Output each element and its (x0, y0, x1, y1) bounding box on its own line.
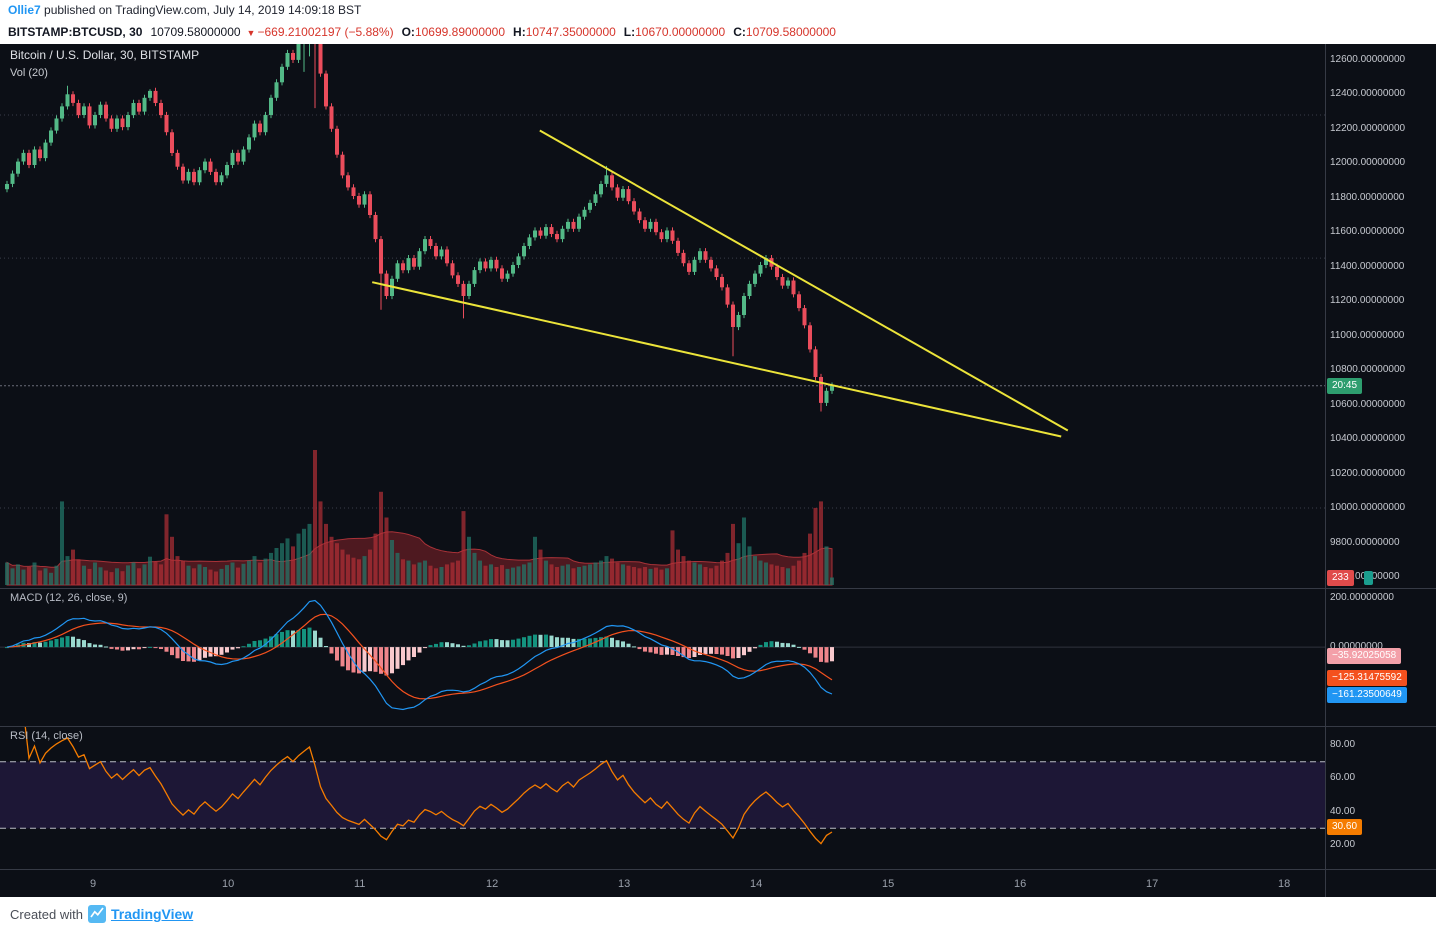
down-triangle-icon: ▼ (246, 28, 256, 38)
last-price: 10709.58000000 (150, 25, 241, 39)
symbol-name[interactable]: BITSTAMP:BTCUSD, 30 (8, 25, 143, 39)
tradingview-brand-link[interactable]: TradingView (110, 906, 194, 922)
time-tick: 14 (750, 878, 763, 890)
pane-separator[interactable] (0, 588, 1436, 589)
macd-tick: 200.00000000 (1330, 592, 1394, 603)
trendline (371, 281, 1062, 438)
macd-pane[interactable] (0, 588, 1325, 726)
macd-line (6, 599, 833, 711)
rsi-tick: 40.00 (1330, 805, 1356, 817)
price-tick: 10400.00000000 (1330, 433, 1406, 445)
price-change: −669.21002197 (−5.88%) (257, 25, 394, 39)
price-tick: 12200.00000000 (1330, 122, 1406, 134)
pane-separator[interactable] (0, 726, 1436, 727)
volume-ma-area (6, 531, 833, 586)
time-tick: 10 (222, 878, 235, 890)
time-tick: 13 (618, 878, 631, 890)
publish-bar: Ollie7 published on TradingView.com, Jul… (0, 0, 1436, 21)
time-tick: 17 (1146, 878, 1159, 890)
macd-tick: 0.00000000 (1330, 641, 1383, 653)
chart-legend-title[interactable]: Bitcoin / U.S. Dollar, 30, BITSTAMP (10, 48, 200, 62)
ohlc-label: C: (733, 25, 746, 39)
trendline (539, 129, 1069, 432)
time-tick: 12 (486, 878, 499, 890)
price-tick: 10000.00000000 (1330, 502, 1406, 513)
price-tick: 12400.00000000 (1330, 88, 1406, 100)
macd-histogram (5, 627, 834, 676)
price-tick: 11000.00000000 (1330, 329, 1405, 341)
price-tick: 11200.00000000 (1330, 295, 1405, 307)
price-tick: 10800.00000000 (1330, 364, 1406, 376)
tradingview-logo-icon (87, 905, 106, 923)
author-link[interactable]: Ollie7 (8, 3, 41, 17)
time-axis[interactable]: 9 10 11 12 13 14 15 16 17 18 (0, 869, 1436, 897)
ohlc-value: 10747.35000000 (525, 25, 616, 39)
rsi-pane[interactable] (0, 726, 1325, 869)
macd-line-badge: −161.23500649 (1327, 686, 1407, 703)
price-axis-border (1325, 44, 1326, 897)
time-tick: 18 (1278, 878, 1291, 890)
price-tick: 9800.00000000 (1330, 536, 1400, 548)
volume-indicator-label[interactable]: Vol (20) (10, 67, 48, 79)
price-tick: 10600.00000000 (1330, 398, 1406, 410)
footer: Created with TradingView (0, 897, 1436, 931)
rsi-indicator-label[interactable]: RSI (14, close) (10, 730, 83, 742)
publish-info: published on TradingView.com, July 14, 2… (40, 3, 362, 17)
time-tick: 11 (354, 878, 366, 890)
rsi-tick: 80.00 (1330, 739, 1356, 750)
volume-value-badge: 233 (1327, 569, 1354, 586)
ohlc-value: 10699.89000000 (414, 25, 506, 39)
rsi-tick: 20.00 (1330, 839, 1356, 850)
ohlc-value: 10670.00000000 (635, 25, 726, 39)
rsi-value-badge: 30.60 (1327, 819, 1363, 836)
rsi-band (0, 761, 1325, 829)
ohlc-label: H: (513, 25, 526, 39)
candles (5, 44, 834, 412)
macd-histogram-badge: −35.92025058 (1327, 647, 1402, 664)
price-pane[interactable] (0, 44, 1325, 588)
symbol-bar: BITSTAMP:BTCUSD, 30 10709.58000000 ▼ −669.2… (0, 21, 1436, 44)
macd-indicator-label[interactable]: MACD (12, 26, close, 9) (10, 592, 128, 604)
price-tick: 11600.00000000 (1330, 226, 1405, 238)
ohlc-label: L: (623, 25, 636, 39)
volume-ma-chip (1364, 570, 1373, 585)
price-tick: 12600.00000000 (1330, 53, 1406, 65)
macd-signal-badge: −125.31475592 (1327, 669, 1407, 686)
time-tick: 16 (1014, 878, 1027, 890)
price-tick: 11400.00000000 (1330, 260, 1405, 272)
bar-countdown-badge: 20:45 (1327, 377, 1363, 394)
price-tick: 12000.00000000 (1330, 157, 1406, 169)
created-with-text: Created with (10, 906, 83, 922)
ohlc-values: O:10699.89000000 H:10747.35000000 L:10670.… (394, 25, 836, 39)
price-tick: 11800.00000000 (1330, 191, 1405, 203)
rsi-line (24, 726, 833, 845)
ohlc-value: 10709.58000000 (745, 25, 836, 39)
time-tick: 15 (882, 878, 895, 890)
price-tick: 10200.00000000 (1330, 467, 1406, 479)
volume-bars (5, 450, 834, 586)
rsi-tick: 60.00 (1330, 772, 1356, 784)
time-tick: 9 (90, 878, 97, 890)
ohlc-label: O: (401, 25, 415, 39)
macd-signal-line (6, 613, 833, 700)
